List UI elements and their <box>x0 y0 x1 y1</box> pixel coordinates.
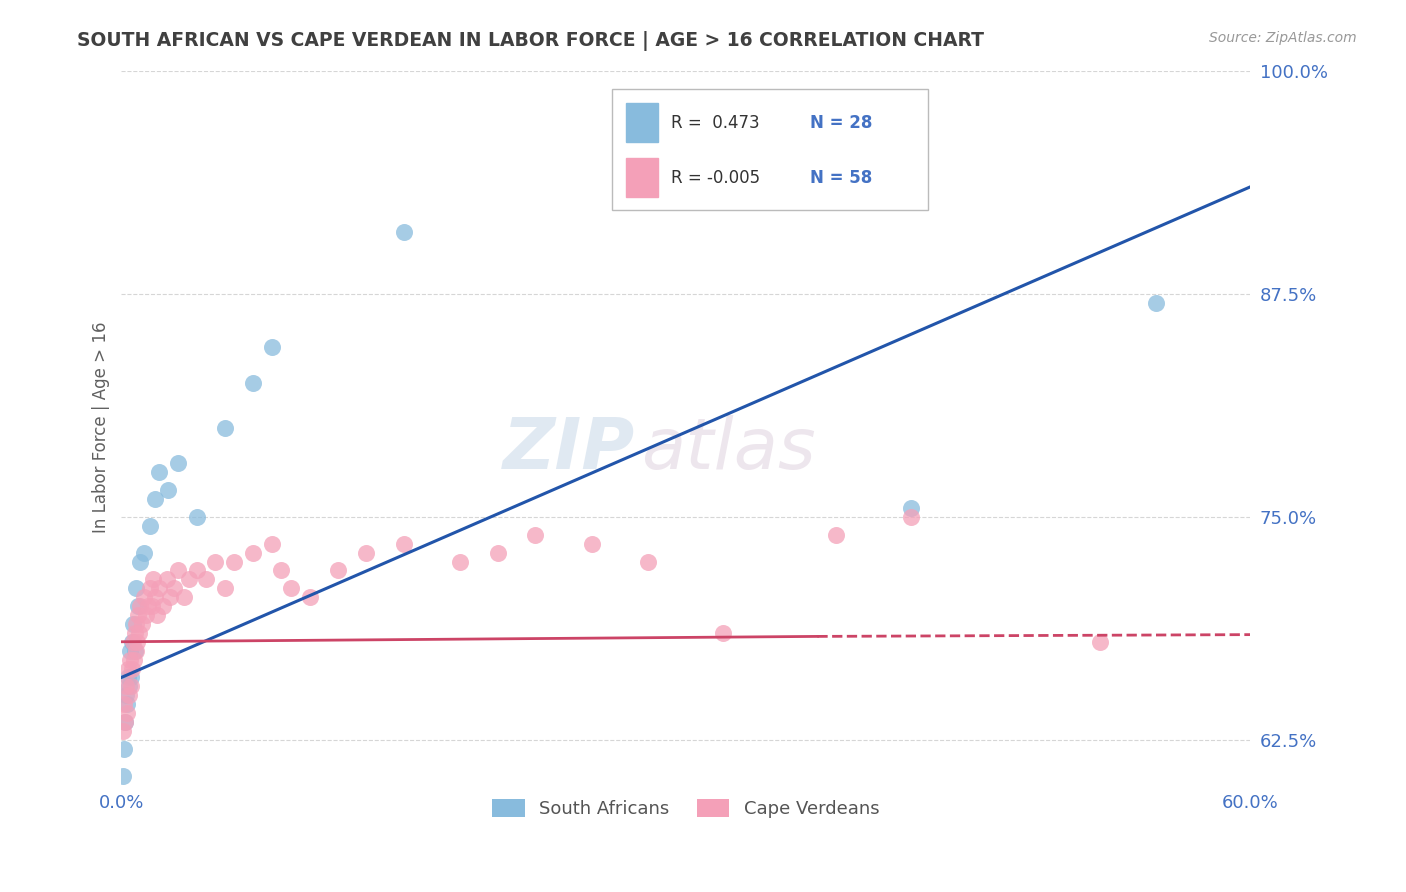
Point <box>186 563 208 577</box>
Point <box>354 545 377 559</box>
Point <box>167 457 190 471</box>
Point <box>114 714 136 729</box>
Point <box>125 616 148 631</box>
Point <box>581 536 603 550</box>
Point <box>141 599 163 613</box>
Point <box>900 510 922 524</box>
Point <box>143 590 166 604</box>
Point <box>637 554 659 568</box>
Point <box>270 563 292 577</box>
Point <box>115 697 138 711</box>
Point <box>152 599 174 613</box>
Point <box>214 581 236 595</box>
Point <box>167 563 190 577</box>
Text: Source: ZipAtlas.com: Source: ZipAtlas.com <box>1209 31 1357 45</box>
Point <box>124 643 146 657</box>
Point <box>128 625 150 640</box>
Point <box>392 536 415 550</box>
Point <box>711 625 734 640</box>
Point <box>121 616 143 631</box>
Point <box>121 634 143 648</box>
Point <box>120 679 142 693</box>
Point <box>195 572 218 586</box>
Point <box>260 341 283 355</box>
Point <box>118 688 141 702</box>
Point <box>148 581 170 595</box>
Point <box>242 545 264 559</box>
Point <box>179 572 201 586</box>
Point <box>242 376 264 391</box>
Point <box>122 652 145 666</box>
Text: R = -0.005: R = -0.005 <box>671 169 761 187</box>
Point <box>260 536 283 550</box>
Point <box>449 554 471 568</box>
Point <box>138 581 160 595</box>
Point <box>132 545 155 559</box>
Point <box>1088 634 1111 648</box>
Point <box>224 554 246 568</box>
Point <box>326 563 349 577</box>
Point <box>118 652 141 666</box>
Point <box>157 483 180 498</box>
Point <box>124 625 146 640</box>
FancyBboxPatch shape <box>613 89 928 211</box>
Point <box>136 599 159 613</box>
Point <box>155 572 177 586</box>
Bar <box>626 103 658 143</box>
Point <box>186 510 208 524</box>
Point <box>132 590 155 604</box>
Point <box>129 554 152 568</box>
Point <box>118 643 141 657</box>
Point <box>115 679 138 693</box>
Point <box>121 634 143 648</box>
Point <box>392 225 415 239</box>
Point <box>825 527 848 541</box>
Point <box>131 616 153 631</box>
Point <box>124 643 146 657</box>
Bar <box>626 158 658 197</box>
Point <box>114 714 136 729</box>
Text: ZIP: ZIP <box>503 415 636 483</box>
Point <box>146 607 169 622</box>
Text: atlas: atlas <box>641 415 815 483</box>
Point <box>1144 296 1167 310</box>
Point <box>115 706 138 720</box>
Text: SOUTH AFRICAN VS CAPE VERDEAN IN LABOR FORCE | AGE > 16 CORRELATION CHART: SOUTH AFRICAN VS CAPE VERDEAN IN LABOR F… <box>77 31 984 51</box>
Point <box>135 607 157 622</box>
Text: N = 28: N = 28 <box>810 114 872 132</box>
Point <box>204 554 226 568</box>
Point <box>125 581 148 595</box>
Point <box>298 590 321 604</box>
Point <box>127 599 149 613</box>
Point <box>486 545 509 559</box>
Point <box>524 527 547 541</box>
Point <box>163 581 186 595</box>
Point <box>173 590 195 604</box>
Point <box>127 607 149 622</box>
Text: R =  0.473: R = 0.473 <box>671 114 759 132</box>
Point <box>127 634 149 648</box>
Legend: South Africans, Cape Verdeans: South Africans, Cape Verdeans <box>485 791 886 825</box>
Point <box>900 501 922 516</box>
Point <box>280 581 302 595</box>
Text: N = 58: N = 58 <box>810 169 872 187</box>
Point <box>117 670 139 684</box>
Point <box>121 661 143 675</box>
Point <box>142 572 165 586</box>
Point <box>112 697 135 711</box>
Point <box>118 679 141 693</box>
Point <box>138 518 160 533</box>
Point <box>112 741 135 756</box>
Point <box>112 768 135 782</box>
Point <box>115 688 138 702</box>
Point <box>148 466 170 480</box>
Point <box>159 590 181 604</box>
Point <box>117 661 139 675</box>
Point <box>129 599 152 613</box>
Point <box>143 492 166 507</box>
Point <box>120 670 142 684</box>
Point <box>214 421 236 435</box>
Y-axis label: In Labor Force | Age > 16: In Labor Force | Age > 16 <box>93 322 110 533</box>
Point <box>112 723 135 738</box>
